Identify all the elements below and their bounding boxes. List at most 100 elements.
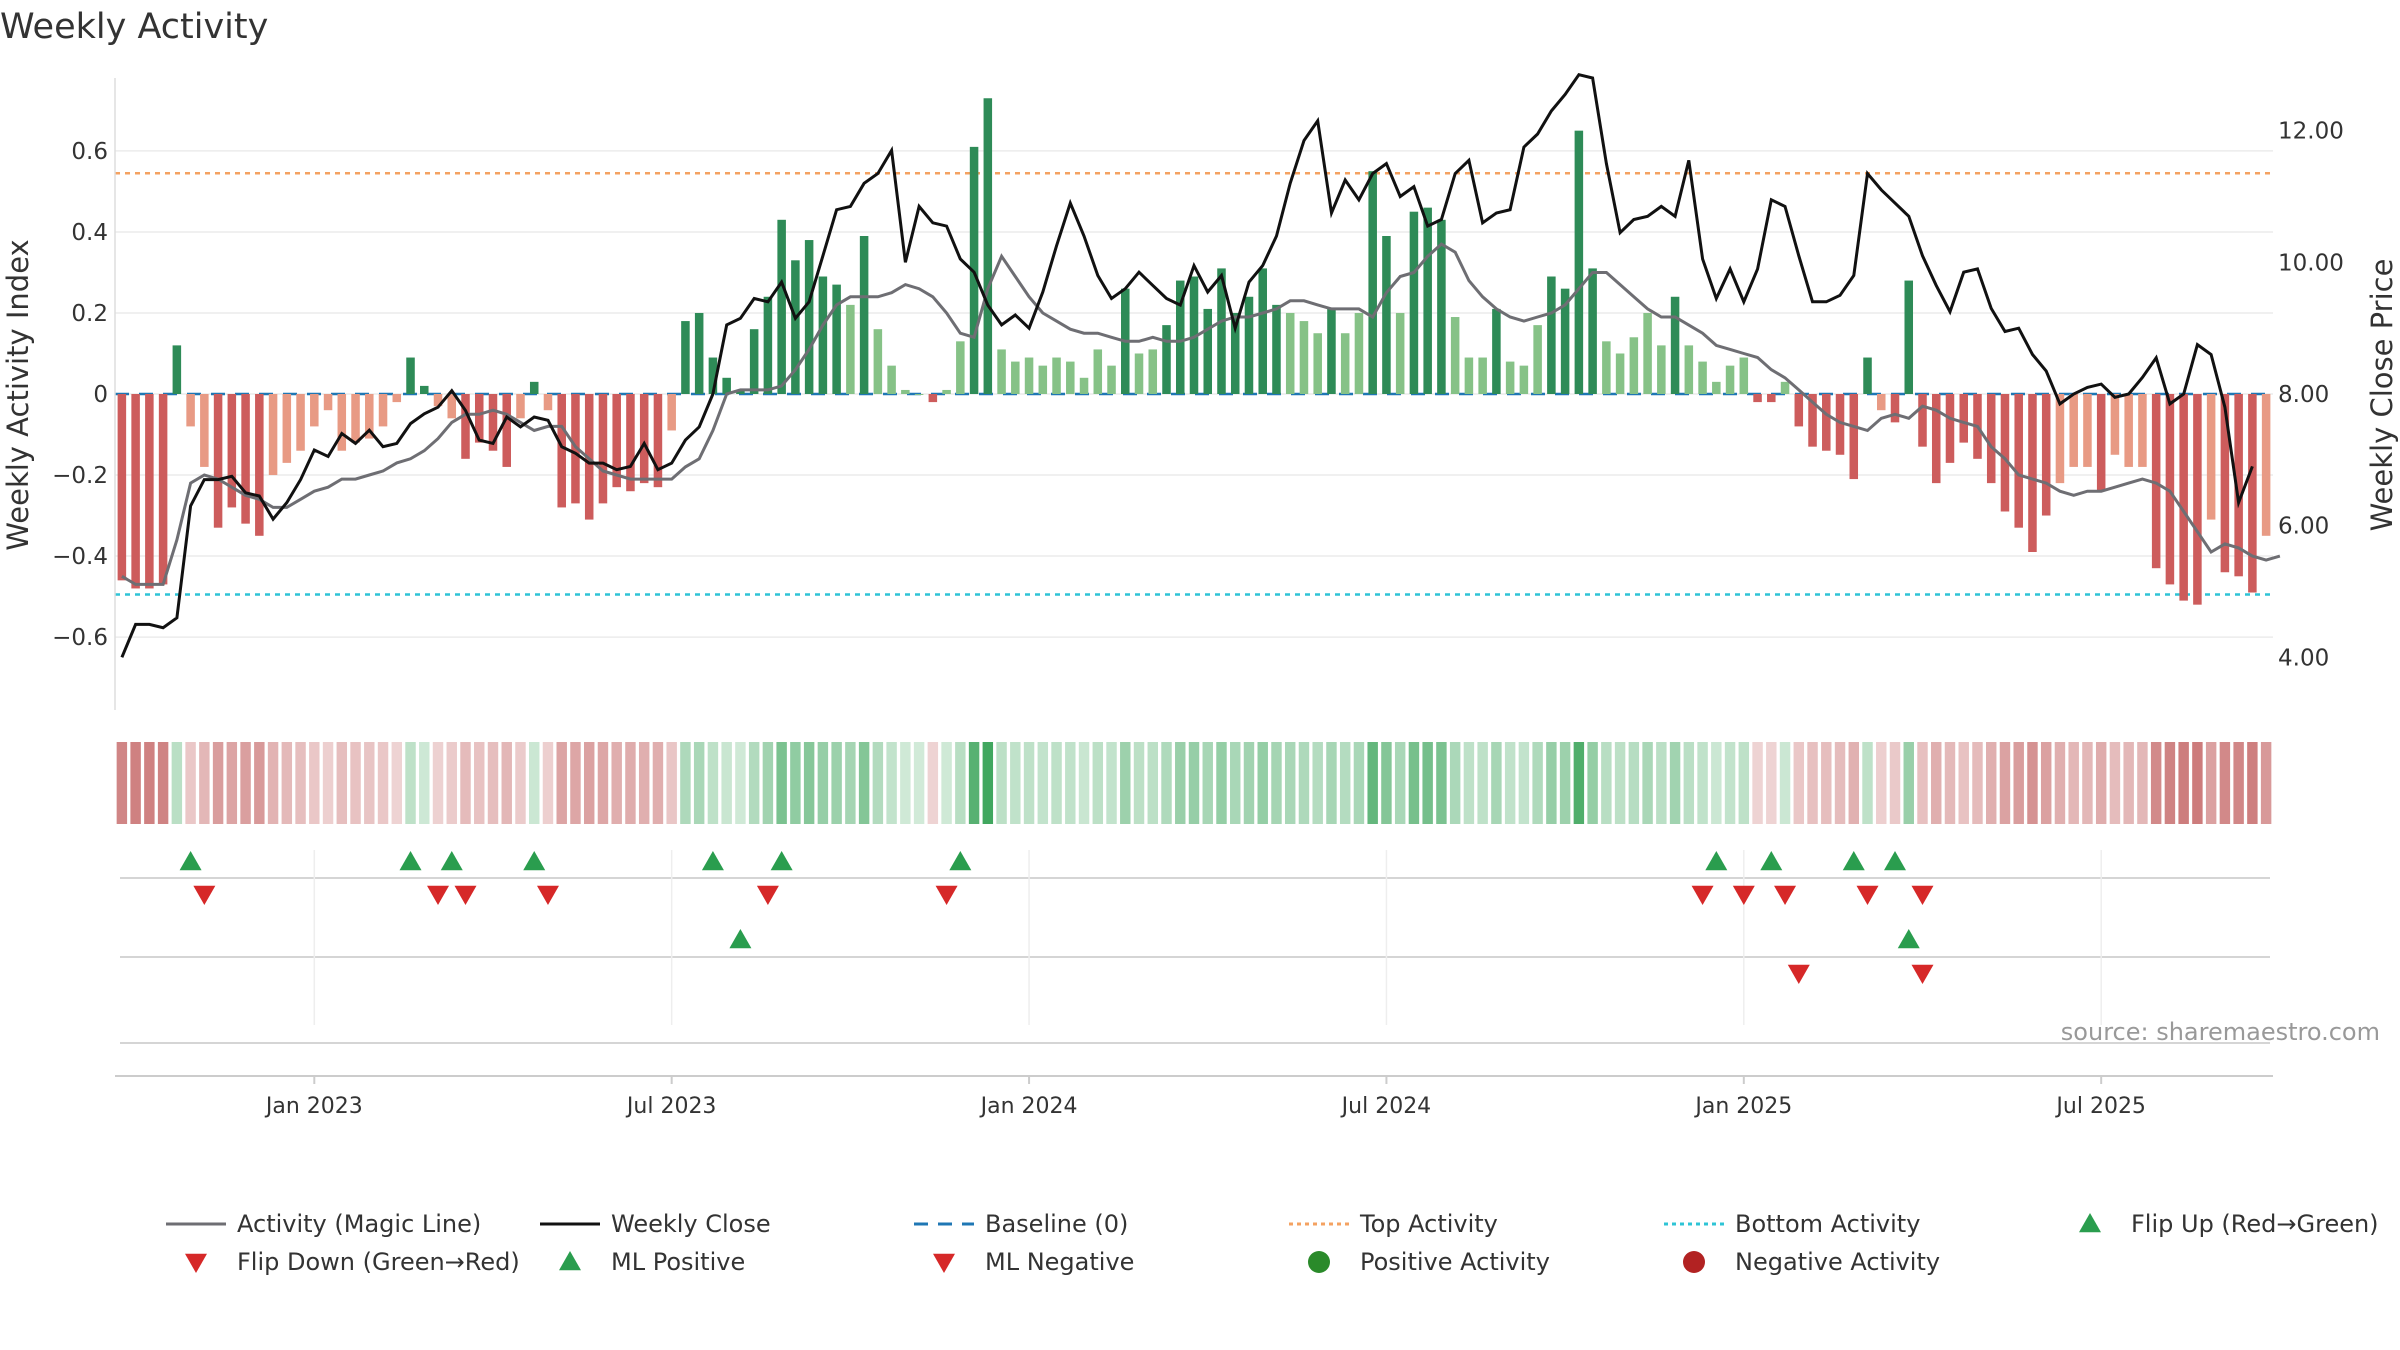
flip-down-marker <box>1691 885 1714 905</box>
activity-bar <box>2124 394 2133 467</box>
activity-bar <box>791 260 800 394</box>
heat-cell <box>2068 742 2079 824</box>
heat-cell <box>1628 742 1640 824</box>
heat-cell <box>2054 742 2066 824</box>
heat-cell <box>611 742 622 824</box>
heat-cell <box>542 742 554 824</box>
activity-bar <box>461 394 470 459</box>
heat-cell <box>817 742 829 824</box>
legend-tri-up-swatch <box>559 1251 581 1271</box>
heat-cell <box>474 742 485 824</box>
activity-bar <box>928 394 938 403</box>
heat-cell <box>1353 742 1365 824</box>
heat-cell <box>432 742 444 824</box>
heat-cell <box>254 742 265 824</box>
main-axes: 0.6 0.4 0.2 0 −0.2 −0.4 −0.6 12.00 10.00 8.00 6.00… <box>52 78 2344 710</box>
activity-bar <box>832 284 841 394</box>
heat-cell <box>1422 742 1433 824</box>
activity-bar <box>763 296 773 394</box>
heat-cell <box>2082 742 2093 824</box>
y-tick-label: 0.4 <box>71 220 108 246</box>
flip-up-marker <box>770 851 793 871</box>
legend-label: Bottom Activity <box>1735 1210 1920 1238</box>
heat-cell <box>1326 742 1337 824</box>
activity-bar <box>1739 357 1749 394</box>
y2-tick-label: 6.00 <box>2278 514 2329 540</box>
heat-cell <box>1972 742 1983 824</box>
heat-cell <box>1463 742 1475 824</box>
activity-bar <box>529 381 539 394</box>
heat-cell <box>501 742 512 824</box>
heat-cell <box>322 742 334 824</box>
activity-bar <box>736 389 745 394</box>
heat-cell <box>1958 742 1969 824</box>
heat-cell <box>1546 742 1557 824</box>
activity-bar <box>1560 288 1570 394</box>
heat-cell <box>2164 742 2176 824</box>
flip-down-marker <box>756 885 779 905</box>
flip-up-marker <box>440 851 463 871</box>
heat-cell <box>831 742 842 824</box>
heat-cell <box>157 742 169 824</box>
heat-cell <box>1559 742 1571 824</box>
legend-label: Weekly Close <box>611 1210 771 1238</box>
activity-bar <box>1052 357 1061 394</box>
activity-bar <box>1657 345 1666 394</box>
activity-bar <box>186 394 195 427</box>
activity-bar <box>516 394 525 419</box>
activity-bar <box>296 394 305 451</box>
heat-cell <box>693 742 705 824</box>
heat-cell <box>2123 742 2134 824</box>
heat-cell <box>2260 742 2272 824</box>
activity-bar <box>1368 171 1377 394</box>
heat-cell <box>1051 742 1062 824</box>
activity-heat-strip <box>116 742 2272 824</box>
y-tick-label: 0 <box>93 382 108 408</box>
heat-cell <box>2013 742 2024 824</box>
activity-bar <box>1986 394 1996 484</box>
activity-bar <box>2014 394 2023 528</box>
heat-cell <box>1339 742 1351 824</box>
heat-cell <box>350 742 361 824</box>
heat-cell <box>405 742 416 824</box>
activity-bar <box>1533 325 1542 394</box>
activity-bar <box>626 394 635 492</box>
source-label: source: sharemaestro.com <box>2061 1018 2380 1046</box>
activity-bar <box>131 394 140 589</box>
heat-cell <box>872 742 884 824</box>
activity-bar <box>1038 365 1048 394</box>
y-tick-label: 0.6 <box>71 139 108 165</box>
activity-bar <box>474 394 484 443</box>
activity-bar <box>1519 365 1529 394</box>
heat-cell <box>364 742 375 824</box>
heat-cell <box>886 742 897 824</box>
heat-cell <box>638 742 650 824</box>
activity-bar <box>2248 394 2257 593</box>
heat-cell <box>2040 742 2052 824</box>
legend-tri-down-swatch <box>933 1253 955 1273</box>
activity-bar <box>1203 308 1213 394</box>
heat-cell <box>790 742 801 824</box>
y2-tick-label: 10.00 <box>2278 250 2344 276</box>
heat-cell <box>1862 742 1873 824</box>
heat-cell <box>1133 742 1145 824</box>
activity-bar <box>983 98 993 394</box>
heat-cell <box>1697 742 1708 824</box>
activity-bar <box>1890 394 1900 423</box>
activity-bar <box>1450 317 1460 394</box>
activity-bar <box>1780 381 1790 394</box>
heat-cell <box>556 742 567 824</box>
x-tick-label: Jul 2024 <box>1340 1094 1432 1119</box>
legend-label: Baseline (0) <box>985 1210 1128 1238</box>
activity-bar <box>901 389 910 394</box>
activity-bar <box>942 389 951 394</box>
heat-cell <box>1078 742 1090 824</box>
legend-dot-swatch <box>1308 1251 1330 1273</box>
activity-bar <box>447 394 457 419</box>
y-axis-label: Weekly Activity Index <box>1 239 35 550</box>
ml-positive-marker <box>1897 929 1920 949</box>
legend-label: Flip Down (Green→Red) <box>237 1248 520 1276</box>
activity-bar <box>200 394 209 467</box>
activity-bar <box>1725 365 1735 394</box>
